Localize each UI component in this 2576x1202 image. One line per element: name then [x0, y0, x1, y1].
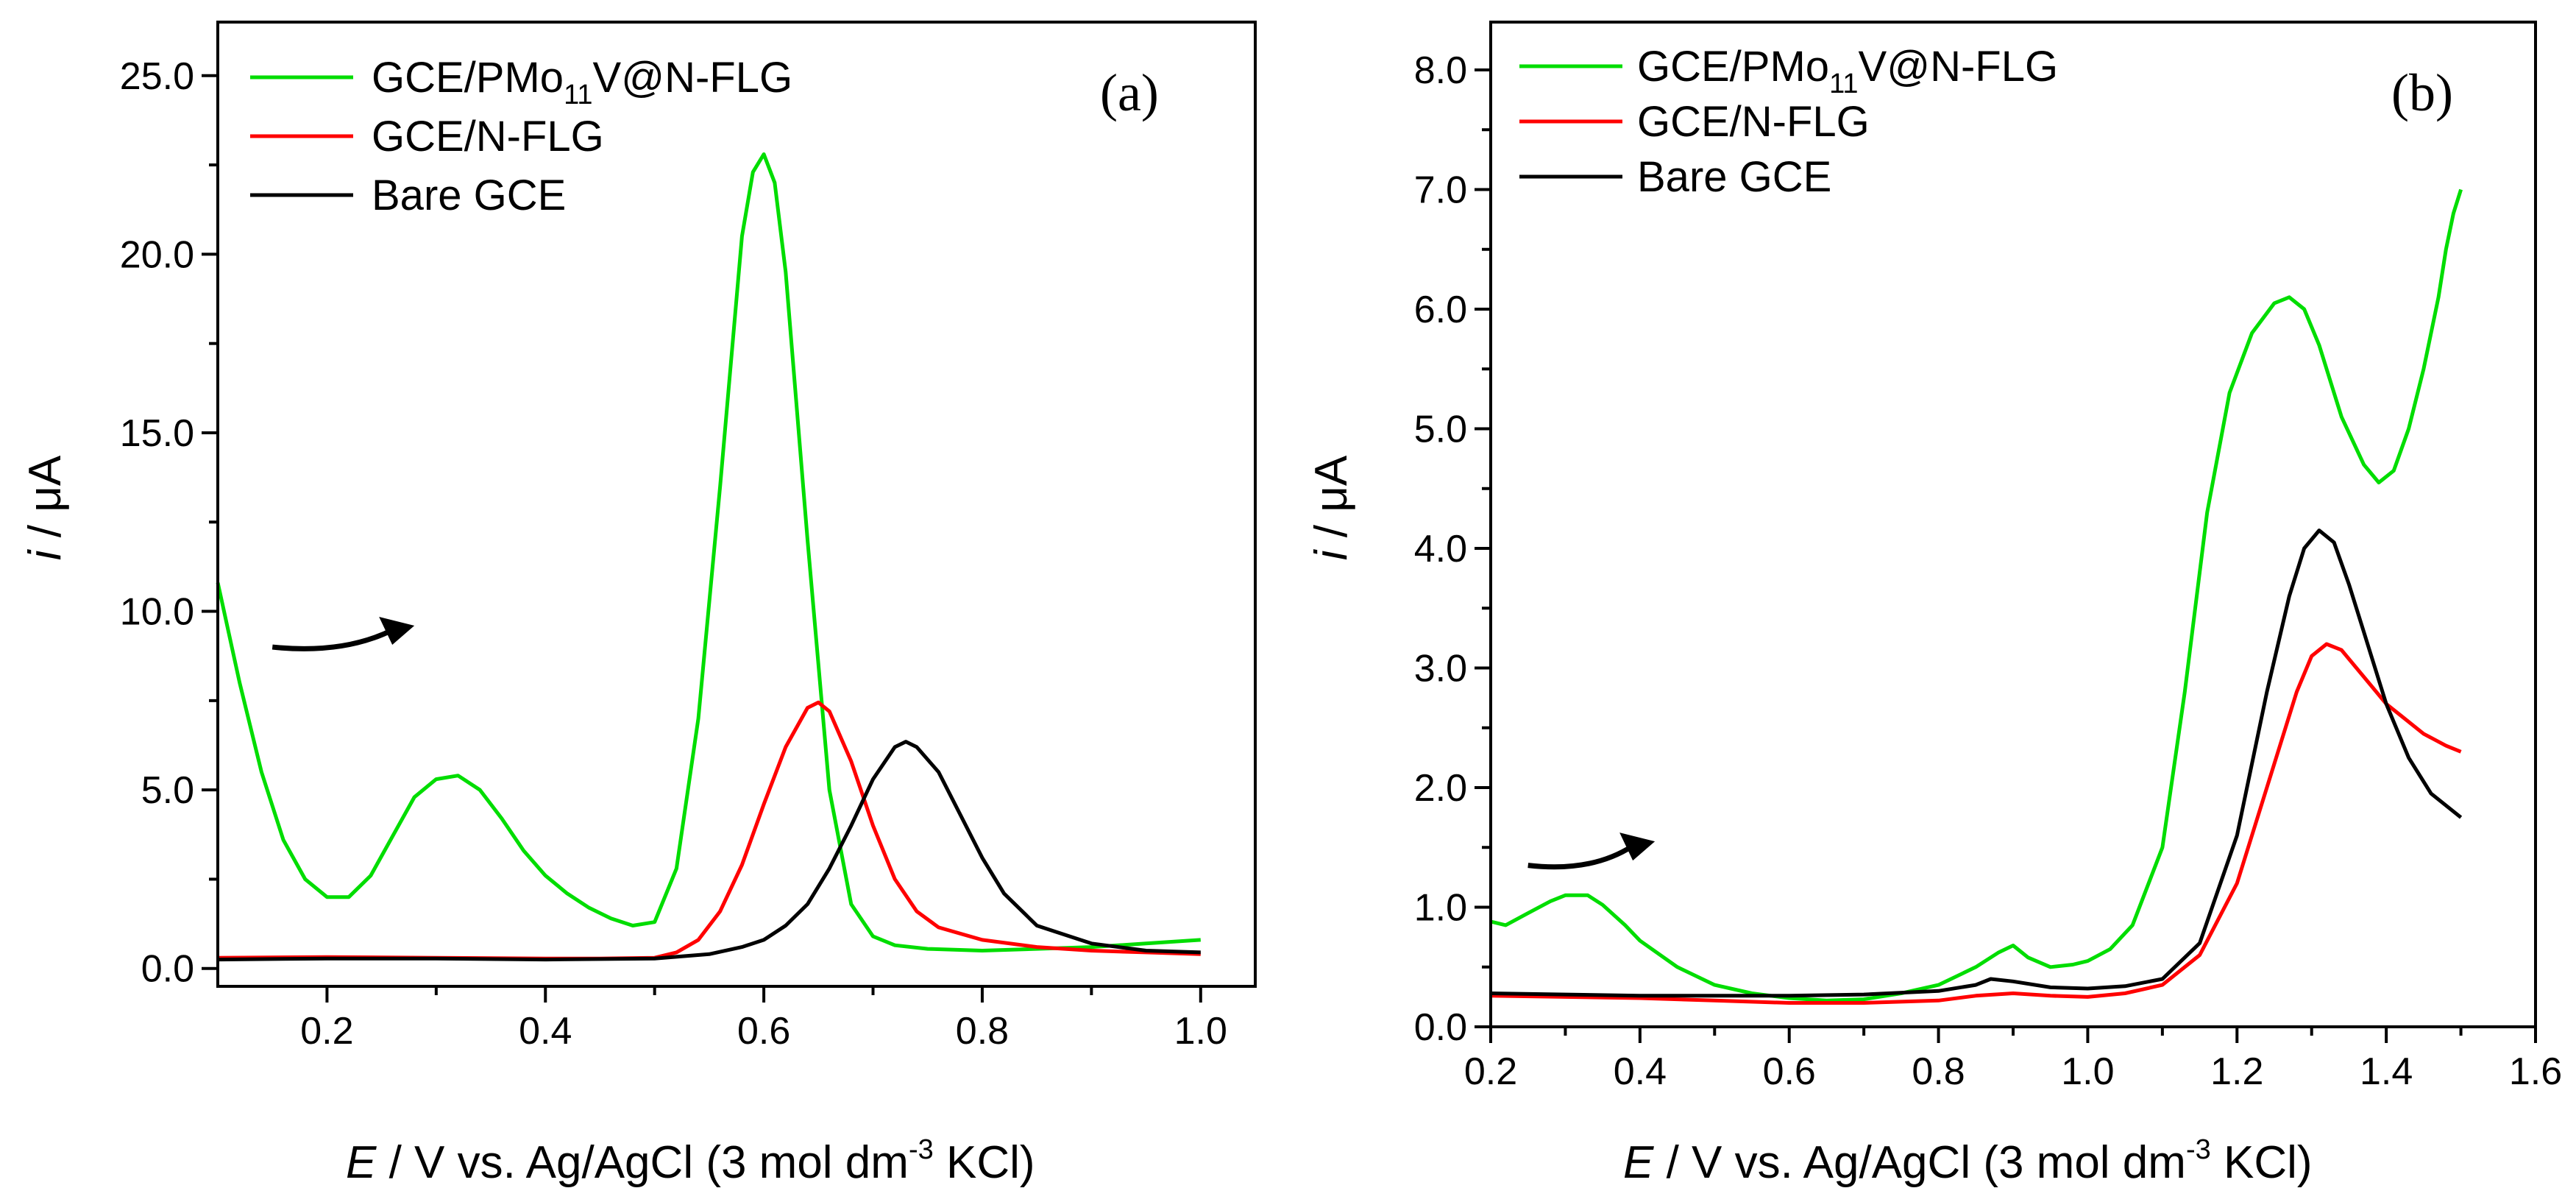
- x-axis-text-b: / V vs. Ag/AgCl (3 mol dm: [1653, 1137, 2186, 1188]
- legend-label-b-1: GCE/N-FLG: [1637, 98, 1870, 146]
- y-tick-label-b-2: 2.0: [1414, 767, 1467, 810]
- y-tick-label-b-1: 1.0: [1414, 887, 1467, 930]
- x-axis-sup-b: -3: [2186, 1134, 2211, 1165]
- y-tick-label-a-1: 5.0: [141, 769, 194, 812]
- arrow-a: [272, 616, 415, 651]
- legend-label-a-2: Bare GCE: [372, 172, 566, 219]
- y-tick-label-b-7: 7.0: [1414, 169, 1467, 212]
- x-axis-sup-a: -3: [909, 1134, 934, 1165]
- x-axis-suffix-b: KCl): [2211, 1137, 2313, 1188]
- series-line-a-0: [216, 152, 1201, 952]
- legend-label-main-a-1: GCE/N-FLG: [372, 113, 604, 160]
- x-tick-label-b-1: 0.4: [1614, 1050, 1667, 1093]
- series-line-b-2: [1490, 528, 2463, 998]
- x-axis-label-a: E / V vs. Ag/AgCl (3 mol dm-3 KCl): [346, 1134, 1035, 1188]
- x-axis-symbol-b: E: [1623, 1137, 1654, 1188]
- panel-label-a: (a): [1100, 63, 1159, 122]
- y-tick-label-b-5: 5.0: [1414, 409, 1467, 451]
- x-tick-label-a-1: 0.4: [519, 1010, 572, 1053]
- legend-label-sub-b-0: 11: [1829, 68, 1858, 99]
- ticks-b: 0.2 0.4 0.6 0.8 1.0 1.2 1.4 1.6 0.0 1.0 2.0 3.0 4.0 5…: [1414, 49, 2562, 1093]
- series-a: [216, 152, 1201, 962]
- legend-label-main-a-0: GCE/PMo: [372, 54, 564, 102]
- x-tick-label-b-4: 1.0: [2061, 1050, 2114, 1093]
- y-tick-label-b-6: 6.0: [1414, 289, 1467, 331]
- x-tick-label-b-3: 0.8: [1912, 1050, 1965, 1093]
- series-b: [1490, 188, 2463, 1005]
- y-axis-text-a: / μA: [20, 455, 71, 550]
- legend-label-rest-a-0: V@N-FLG: [593, 54, 793, 102]
- y-tick-label-a-2: 10.0: [120, 591, 194, 634]
- x-tick-label-b-6: 1.4: [2360, 1050, 2413, 1093]
- x-axis-label-b: E / V vs. Ag/AgCl (3 mol dm-3 KCl): [1623, 1134, 2313, 1188]
- series-line-a-2: [217, 740, 1201, 962]
- legend-label-main-b-0: GCE/PMo: [1637, 43, 1829, 91]
- series-line-b-1: [1490, 642, 2462, 1005]
- x-tick-label-b-2: 0.6: [1763, 1050, 1816, 1093]
- x-axis-text-a: / V vs. Ag/AgCl (3 mol dm: [376, 1137, 909, 1188]
- x-tick-label-a-3: 0.8: [956, 1010, 1009, 1053]
- y-tick-label-b-4: 4.0: [1414, 528, 1467, 570]
- x-tick-label-a-4: 1.0: [1174, 1010, 1227, 1053]
- x-tick-label-b-0: 0.2: [1464, 1050, 1517, 1093]
- y-tick-label-b-8: 8.0: [1414, 49, 1467, 92]
- ticks-a: 0.2 0.4 0.6 0.8 1.0 0.0 5.0 10.0 15.0 20.0 25.0: [120, 55, 1227, 1053]
- legend-label-b-2: Bare GCE: [1637, 153, 1831, 201]
- x-tick-label-b-7: 1.6: [2509, 1050, 2562, 1093]
- arrow-head-b: [1619, 832, 1656, 861]
- legend-label-b-0: GCE/PMo11V@N-FLG: [1637, 43, 2058, 99]
- y-tick-label-a-3: 15.0: [120, 412, 194, 455]
- x-tick-label-b-5: 1.2: [2210, 1050, 2263, 1093]
- y-tick-label-b-0: 0.0: [1414, 1006, 1467, 1049]
- arrow-head-a: [379, 616, 415, 645]
- series-line-b-0: [1490, 188, 2463, 1003]
- y-tick-label-a-4: 20.0: [120, 233, 194, 276]
- arrow-shaft-b: [1527, 844, 1635, 870]
- y-axis-text-b: / μA: [1306, 455, 1357, 550]
- y-axis-symbol-a: i: [20, 548, 71, 560]
- x-tick-label-a-2: 0.6: [737, 1010, 790, 1053]
- y-tick-label-b-3: 3.0: [1414, 648, 1467, 690]
- x-tick-label-a-0: 0.2: [300, 1010, 353, 1053]
- legend-label-rest-b-0: V@N-FLG: [1859, 43, 2059, 91]
- plot-frame-a: [216, 21, 1257, 988]
- y-tick-label-a-5: 25.0: [120, 55, 194, 98]
- y-axis-symbol-b: i: [1306, 548, 1357, 560]
- panel-a: 0.2 0.4 0.6 0.8 1.0 0.0 5.0 10.0 15.0 20.0 25.0 GC…: [20, 21, 1257, 1188]
- legend-label-a-1: GCE/N-FLG: [372, 113, 604, 160]
- arrow-shaft-a: [272, 627, 394, 651]
- legend-label-main-b-1: GCE/N-FLG: [1637, 98, 1870, 146]
- panel-b: 0.2 0.4 0.6 0.8 1.0 1.2 1.4 1.6 0.0 1.0 2.0 3.0 4.0 5…: [1306, 21, 2562, 1188]
- y-tick-label-a-0: 0.0: [141, 948, 194, 991]
- legend-label-main-b-2: Bare GCE: [1637, 153, 1831, 201]
- legend-label-a-0: GCE/PMo11V@N-FLG: [372, 54, 792, 110]
- legend-label-sub-a-0: 11: [564, 79, 592, 110]
- plot-frame-b: [1489, 21, 2537, 1028]
- y-axis-label-b: i / μA: [1306, 455, 1357, 560]
- legend-label-main-a-2: Bare GCE: [372, 172, 566, 219]
- x-axis-suffix-a: KCl): [934, 1137, 1035, 1188]
- arrow-b: [1527, 832, 1656, 870]
- y-axis-label-a: i / μA: [20, 455, 71, 560]
- x-axis-symbol-a: E: [346, 1137, 377, 1188]
- panel-label-b: (b): [2391, 63, 2453, 122]
